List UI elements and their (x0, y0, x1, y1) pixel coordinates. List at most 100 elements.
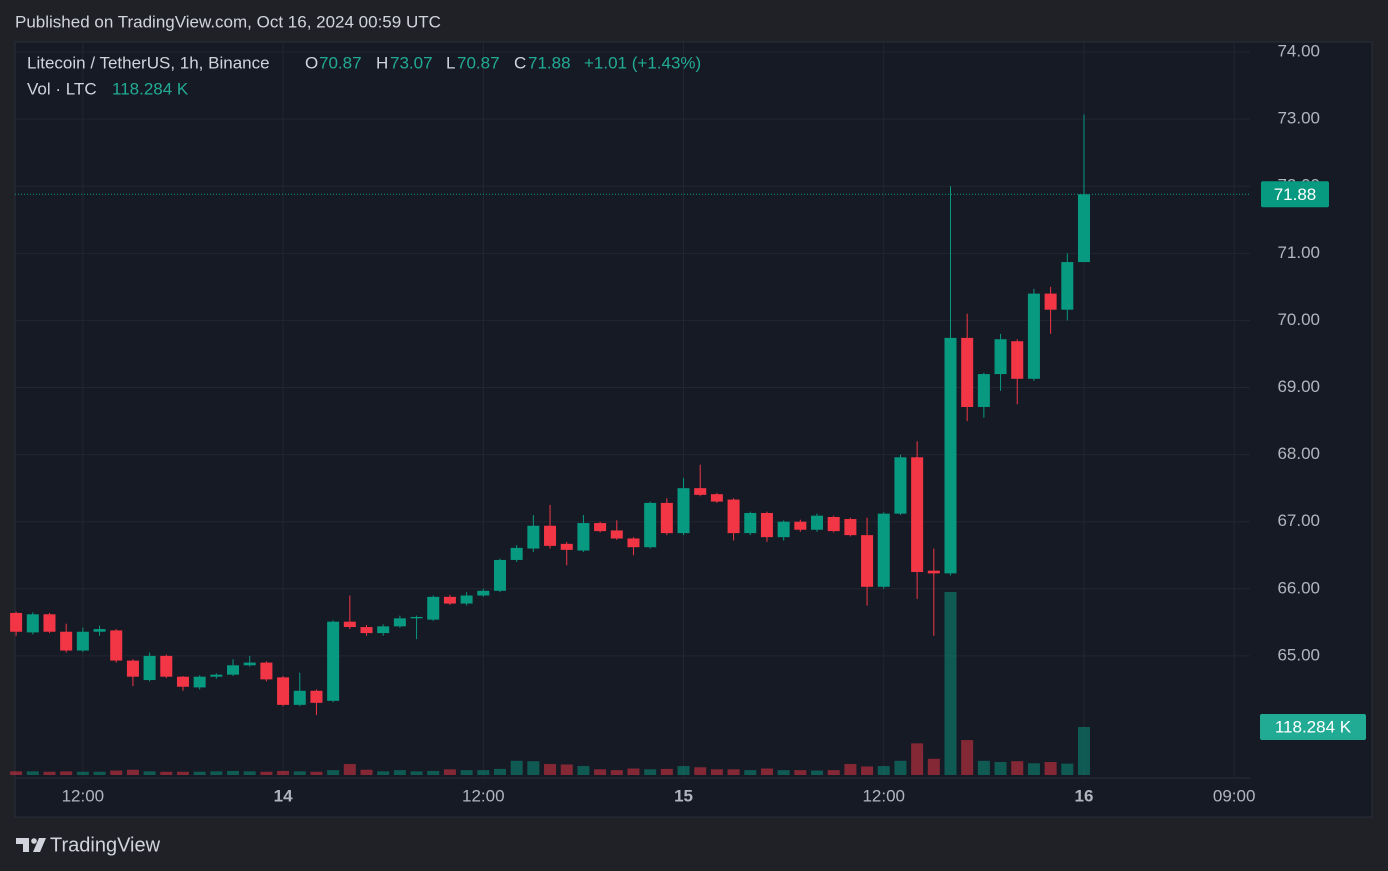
candle-body (10, 612, 23, 632)
volume-bar (377, 771, 390, 775)
x-tick-label: 14 (274, 786, 293, 805)
volume-bar (610, 770, 623, 775)
y-tick-label: 66.00 (1277, 578, 1320, 597)
candle-body (1011, 341, 1024, 379)
ohlc-value: 71.88 (528, 53, 571, 72)
candle-body (760, 512, 773, 538)
candle-body (527, 525, 540, 549)
candle-body (510, 547, 523, 560)
candle-body (911, 457, 924, 573)
last-price-label: 71.88 (1274, 185, 1317, 204)
candle-body (243, 662, 256, 666)
volume-bar (627, 768, 640, 775)
candle-body (327, 621, 340, 701)
volume-bar (310, 771, 323, 775)
candle-body (710, 494, 723, 502)
volume-bar (727, 769, 740, 775)
volume-bar (493, 768, 506, 775)
volume-bar (844, 764, 857, 775)
volume-bar (126, 769, 139, 775)
candle-body (560, 543, 573, 550)
volume-bar (293, 771, 306, 775)
volume-bar (560, 764, 573, 775)
x-tick-label: 15 (674, 786, 693, 805)
candle-body (877, 513, 890, 587)
candle-body (277, 677, 290, 705)
volume-bar (1027, 763, 1040, 775)
volume-bar (510, 760, 523, 775)
volume-bar (43, 771, 56, 775)
volume-bar (594, 769, 607, 775)
y-tick-label: 73.00 (1277, 109, 1320, 128)
volume-bar (944, 591, 957, 775)
candle-body (227, 665, 240, 675)
y-tick-label: 74.00 (1277, 42, 1320, 61)
volume-bar (927, 758, 940, 775)
volume-bar (60, 771, 73, 775)
published-note: Published on TradingView.com, Oct 16, 20… (15, 12, 441, 31)
volume-bar (894, 760, 907, 775)
candle-body (861, 535, 874, 587)
volume-bar (811, 770, 824, 775)
candle-body (644, 502, 657, 548)
candle-body (427, 596, 440, 620)
volume-bar (193, 771, 206, 775)
volume-bar (644, 769, 657, 775)
volume-bar (660, 768, 673, 775)
candle-body (977, 374, 990, 407)
volume-bar (160, 771, 173, 775)
candle-body (193, 676, 206, 688)
candle-body (443, 596, 456, 604)
volume-bar (110, 770, 123, 775)
volume-bar (243, 771, 256, 775)
volume-bar (710, 769, 723, 775)
candle-body (143, 655, 156, 681)
volume-bar (760, 768, 773, 775)
volume-bar (577, 766, 590, 775)
volume-bar (861, 766, 874, 775)
chart-panel (14, 41, 1373, 818)
x-tick-label: 09:00 (1213, 786, 1256, 805)
axes: 65.0066.0067.0068.0069.0070.0071.0072.00… (15, 42, 1366, 805)
last-price-tag (1261, 181, 1329, 208)
candle-body (660, 502, 673, 534)
volume-title: Vol · LTC (27, 79, 97, 98)
volume-bar (1044, 762, 1057, 775)
candle-body (811, 515, 824, 530)
volume-bar (93, 771, 106, 775)
candle-body (60, 631, 73, 651)
volume-bar (544, 764, 557, 775)
ohlc-value: 73.07 (390, 53, 433, 72)
candle-body (827, 517, 840, 532)
candle-body (377, 626, 390, 634)
volume-bar (460, 770, 473, 775)
volume-bar (443, 769, 456, 775)
volume-bar (977, 760, 990, 775)
x-tick-label: 12:00 (462, 786, 505, 805)
candle-body (260, 662, 273, 680)
candle-body (126, 660, 139, 677)
brand-logo (16, 838, 46, 852)
volume-bar (343, 764, 356, 775)
volume-bar (877, 766, 890, 775)
volume-bar (777, 770, 790, 775)
volume-bar (260, 771, 273, 775)
candle-body (794, 521, 807, 530)
volume-bar (794, 770, 807, 775)
x-tick-label: 12:00 (62, 786, 105, 805)
candle-body (844, 519, 857, 536)
candle-body (360, 627, 373, 634)
candle-body (694, 488, 707, 495)
logo-shape (16, 838, 46, 852)
volume-bar (176, 771, 189, 775)
candle-body (544, 525, 557, 546)
volume-bar (410, 771, 423, 775)
y-tick-label: 71.00 (1277, 243, 1320, 262)
volume-bars (10, 591, 1090, 775)
logo-dot (31, 838, 37, 844)
volume-bar (10, 771, 23, 775)
candle-body (293, 690, 306, 705)
candle-body (777, 521, 790, 538)
volume-bar (427, 770, 440, 775)
volume-bar (744, 770, 757, 775)
